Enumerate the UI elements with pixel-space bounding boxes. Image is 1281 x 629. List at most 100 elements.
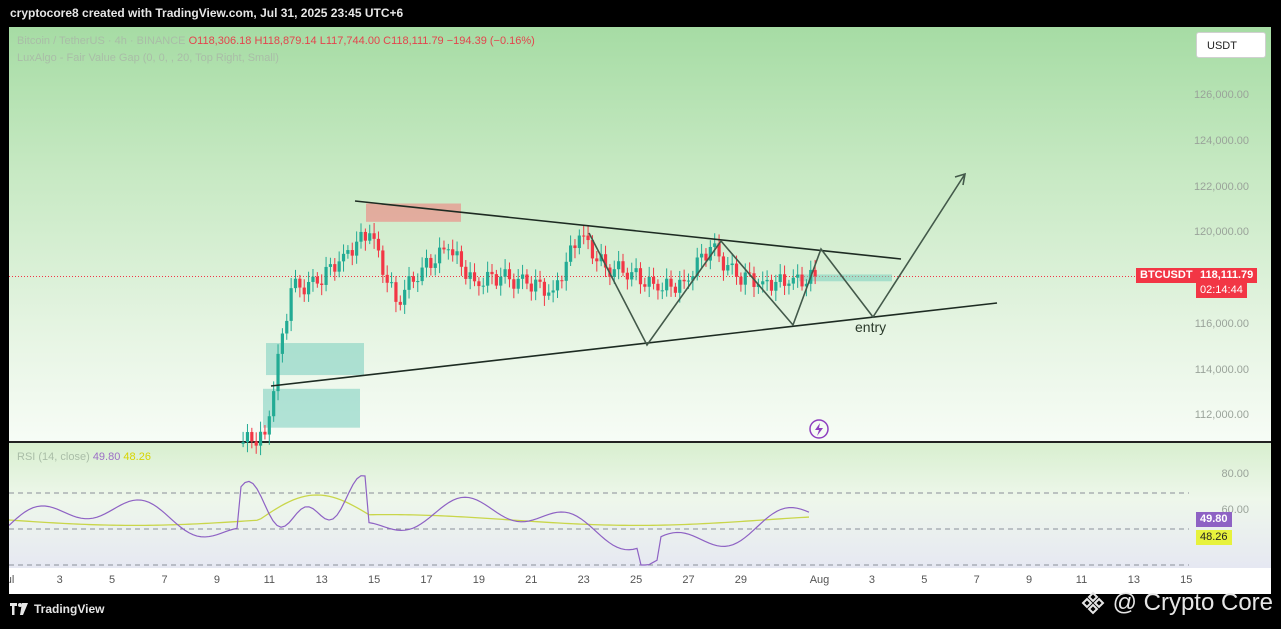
candle-body xyxy=(254,441,258,446)
tradingview-brand[interactable]: TradingView xyxy=(10,602,104,616)
rsi-line xyxy=(9,475,810,566)
time-tick-label: 11 xyxy=(263,574,275,586)
chart-svg xyxy=(9,172,1189,566)
candle-body xyxy=(516,278,520,289)
candle-body xyxy=(411,276,415,282)
candle-body xyxy=(455,251,459,256)
candle-body xyxy=(490,271,494,275)
watermark-text: @ Crypto Core xyxy=(1112,589,1273,616)
candle-body xyxy=(560,280,564,282)
binance-logo-icon xyxy=(1081,591,1105,615)
candle-body xyxy=(573,245,577,249)
candle-body xyxy=(586,235,590,241)
candle-body xyxy=(372,233,376,239)
fvg-bullish-box xyxy=(263,388,360,428)
time-tick-label: 7 xyxy=(973,574,980,586)
time-tick-label: 9 xyxy=(213,574,220,586)
candle-body xyxy=(700,253,704,258)
candle-body xyxy=(695,257,699,277)
candle-body xyxy=(669,278,673,287)
candle-body xyxy=(665,278,669,291)
candle-body xyxy=(800,274,804,287)
candle-body xyxy=(451,249,455,256)
tradingview-brand-text: TradingView xyxy=(34,602,105,616)
candle-body xyxy=(796,274,800,278)
candle-body xyxy=(376,238,381,251)
candle-body xyxy=(765,279,769,282)
candle-body xyxy=(708,246,712,261)
candle-body xyxy=(355,241,359,256)
candle-body xyxy=(713,243,717,247)
candle-body xyxy=(743,272,747,285)
rsi-pane[interactable] xyxy=(9,443,1271,568)
candle-body xyxy=(381,250,385,275)
candle-body xyxy=(569,245,573,262)
rsi-ma-line xyxy=(9,494,810,527)
candle-body xyxy=(564,261,568,281)
candle-body xyxy=(704,253,708,261)
time-tick-label: 15 xyxy=(1180,574,1193,586)
legend-low: L117,744.00 xyxy=(319,35,381,47)
candle-body xyxy=(603,254,608,268)
rsi-legend: RSI (14, close) 49.80 48.26 xyxy=(17,451,151,463)
lower-trendline xyxy=(270,302,998,387)
candle-body xyxy=(686,280,691,282)
candle-body xyxy=(499,276,503,286)
candle-body xyxy=(389,282,394,284)
legend-high: H118,879.14 xyxy=(254,35,317,47)
rsi-legend-ma: 48.26 xyxy=(123,451,151,463)
price-pane[interactable] xyxy=(9,27,1271,442)
time-tick-label: 5 xyxy=(109,574,116,586)
candle-body xyxy=(442,247,446,250)
symbol-legend: Bitcoin / TetherUS · 4h · BINANCE O118,3… xyxy=(17,35,535,47)
candle-body xyxy=(625,272,629,280)
candle-body xyxy=(293,278,298,289)
candle-body xyxy=(424,257,429,268)
candle-body xyxy=(307,281,311,295)
fvg-bullish-box xyxy=(266,343,364,376)
time-axis[interactable] xyxy=(9,568,1271,594)
candle-body xyxy=(730,263,734,266)
candle-body xyxy=(385,274,389,283)
chart-container[interactable]: Bitcoin / TetherUS · 4h · BINANCE O118,3… xyxy=(9,27,1271,594)
candle-body xyxy=(346,250,350,254)
time-tick-label: 5 xyxy=(921,574,928,586)
candle-body xyxy=(438,247,442,264)
candle-body xyxy=(368,233,372,241)
candle-body xyxy=(315,276,319,284)
candle-body xyxy=(778,274,782,282)
time-tick-label: 13 xyxy=(1127,574,1141,586)
candle-body xyxy=(350,250,354,256)
time-tick-label: 13 xyxy=(315,574,328,586)
candle-body xyxy=(320,283,324,285)
currency-button[interactable]: USDT xyxy=(1196,32,1266,58)
candle-body xyxy=(507,269,512,280)
candle-body xyxy=(298,278,302,288)
lightning-icon-bolt xyxy=(815,423,823,436)
time-tick-label: 9 xyxy=(1026,574,1033,586)
time-tick-label: Jul xyxy=(9,574,15,586)
candle-body xyxy=(394,282,398,302)
candle-body xyxy=(634,268,638,273)
candle-body xyxy=(245,432,250,443)
candle-body xyxy=(481,285,485,287)
time-tick-label: 17 xyxy=(420,574,433,586)
pane-separator[interactable] xyxy=(9,441,1271,443)
candle-body xyxy=(289,288,293,321)
time-tick-label: 27 xyxy=(682,574,695,586)
candle-body xyxy=(337,261,341,272)
rsi-ma-badge: 48.26 xyxy=(1196,530,1232,545)
rsi-legend-value: 49.80 xyxy=(92,451,121,463)
countdown-badge: 02:14:44 xyxy=(1196,283,1247,298)
candle-body xyxy=(311,276,315,282)
time-tick-label: 11 xyxy=(1075,574,1088,586)
time-tick-label: 7 xyxy=(161,574,168,586)
candle-body xyxy=(258,431,263,446)
tradingview-logo-icon xyxy=(10,603,28,615)
candle-body xyxy=(520,274,525,279)
legend-symbol: Bitcoin / TetherUS · 4h · BINANCE xyxy=(17,35,186,47)
candle-body xyxy=(542,281,546,296)
candle-body xyxy=(551,290,555,293)
time-tick-label: 15 xyxy=(367,574,381,586)
candle-body xyxy=(534,279,538,292)
